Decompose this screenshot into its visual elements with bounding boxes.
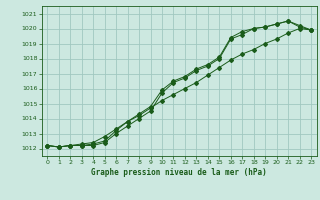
X-axis label: Graphe pression niveau de la mer (hPa): Graphe pression niveau de la mer (hPa) (91, 168, 267, 177)
